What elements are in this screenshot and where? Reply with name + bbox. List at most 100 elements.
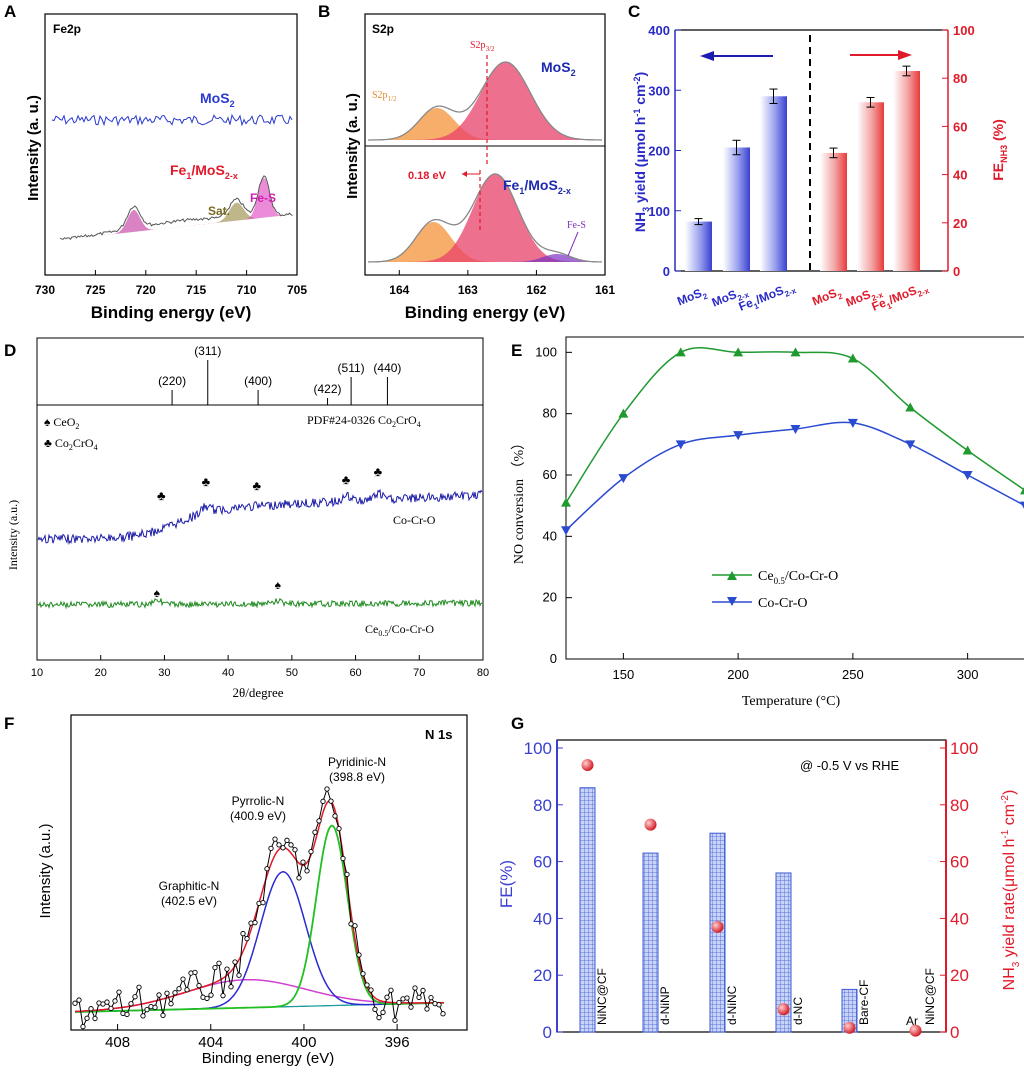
ce-marker bbox=[847, 353, 858, 363]
category-label-sub: 1 bbox=[886, 301, 894, 311]
panel-g-note: @ -0.5 V vs RHE bbox=[800, 758, 899, 773]
trace-label-co-cr-o: Co-Cr-O bbox=[393, 513, 436, 527]
x-tick-label: 60 bbox=[349, 667, 361, 679]
panel-b-frame bbox=[364, 13, 606, 276]
data-point bbox=[152, 1004, 158, 1010]
data-point bbox=[404, 995, 410, 1001]
fe-s-peak-label: Fe-S bbox=[250, 191, 276, 205]
yield-rate-dot bbox=[644, 818, 657, 831]
data-point bbox=[204, 995, 210, 1002]
fe-bar bbox=[820, 152, 847, 271]
fe-envelope bbox=[367, 173, 602, 263]
ce-marker bbox=[905, 402, 916, 412]
panel-g-frame bbox=[556, 739, 947, 1033]
x-tick-label: 396 bbox=[385, 1034, 410, 1051]
panel-d-xlabel: 2θ/degree bbox=[233, 685, 284, 700]
trace-label-ce-co-cr-o: Ce0.5/Co-Cr-O bbox=[365, 622, 434, 638]
panel-d-letter: D bbox=[4, 341, 16, 360]
data-point bbox=[380, 1009, 386, 1016]
y-tick-label: 40 bbox=[543, 528, 557, 543]
panel-f-tag: N 1s bbox=[425, 727, 452, 742]
panel-f-frame bbox=[70, 714, 468, 1031]
x-tick-label: 250 bbox=[842, 667, 864, 682]
y-tick-label: 20 bbox=[543, 590, 557, 605]
panel-f-letter: F bbox=[4, 714, 14, 733]
right-tick-label: 100 bbox=[950, 739, 978, 758]
reference-label: (220) bbox=[158, 374, 186, 388]
panel-e: E 150 200 250 300 0 20 40 60 80 100 Ce0.5/Co-Cr-O… bbox=[511, 336, 1024, 709]
category-label-part: /MoS bbox=[754, 283, 786, 307]
mos2-s2p32-fill bbox=[368, 62, 602, 140]
co-marker bbox=[1020, 501, 1024, 509]
left-tick-label: 40 bbox=[533, 909, 552, 928]
left-tick-label: 0 bbox=[663, 264, 670, 279]
y-tick-label: 80 bbox=[543, 406, 557, 421]
fe-s2p12-fill bbox=[368, 222, 602, 262]
data-point bbox=[424, 1006, 430, 1012]
panel-g-bars: NiNC@CF d-NiNP d-NiNC d-NC Bare-CF NiNC@CF Ar bbox=[579, 759, 937, 1037]
co-cr-o-trace bbox=[37, 488, 483, 546]
panel-a-xlabel: Binding energy (eV) bbox=[91, 303, 252, 322]
co-marker bbox=[962, 471, 973, 480]
x-tick-label: 163 bbox=[458, 283, 478, 297]
category-label-sub: 2-x bbox=[916, 286, 931, 299]
category-label-sub: 2-x bbox=[736, 290, 751, 303]
right-tick-label: 80 bbox=[950, 796, 969, 815]
data-point bbox=[236, 972, 242, 978]
x-tick-label: 40 bbox=[222, 667, 234, 679]
x-tick-label: 162 bbox=[526, 283, 546, 297]
panel-a-x-axis: 730 725 720 715 710 705 bbox=[35, 270, 307, 297]
data-point bbox=[164, 990, 170, 996]
data-point bbox=[304, 868, 310, 874]
category-label: NiNC@CF bbox=[595, 968, 609, 1025]
data-point bbox=[276, 842, 282, 848]
panel-d-frame bbox=[36, 337, 484, 661]
category-label-part: MoS bbox=[810, 286, 839, 308]
category-label-sub: 2-x bbox=[783, 286, 798, 299]
right-tick-label: 80 bbox=[953, 71, 967, 86]
ce-marker bbox=[790, 347, 801, 357]
data-point bbox=[132, 994, 138, 1000]
category-label: d-NiNC bbox=[725, 985, 739, 1025]
co-marker bbox=[675, 440, 686, 450]
graphitic-ev: (402.5 eV) bbox=[161, 894, 217, 908]
panel-g-letter: G bbox=[511, 714, 524, 733]
data-point bbox=[272, 836, 278, 842]
co-marker bbox=[790, 425, 801, 434]
ce-co-cr-o-trace bbox=[37, 597, 483, 610]
pdf-label: PDF#24-0326 Co2CrO4 bbox=[307, 413, 421, 429]
club-icon: ♣ bbox=[44, 436, 55, 450]
ce-marker bbox=[561, 497, 571, 507]
data-point bbox=[292, 847, 298, 853]
data-point bbox=[408, 1004, 414, 1010]
ce-marker bbox=[675, 347, 686, 357]
right-tick-label: 40 bbox=[950, 909, 969, 928]
pyridinic-label: Pyridinic-N bbox=[328, 755, 386, 769]
x-tick-label: 730 bbox=[35, 283, 55, 297]
ce-marker bbox=[618, 408, 629, 418]
raw-data-trace bbox=[74, 787, 444, 1029]
category-label-part: Fe bbox=[870, 295, 889, 313]
panel-b-letter: B bbox=[318, 2, 330, 21]
category-label: MoS2 bbox=[675, 284, 710, 311]
club-marker: ♣ bbox=[342, 472, 351, 487]
co-cr-o-line bbox=[565, 421, 1024, 531]
data-point bbox=[332, 813, 338, 819]
data-point bbox=[428, 994, 434, 1001]
data-point bbox=[228, 984, 234, 990]
left-tick-label: 0 bbox=[543, 1023, 552, 1042]
category-label-part: /MoS bbox=[887, 283, 919, 307]
data-point bbox=[364, 982, 370, 988]
spade-marker: ♠ bbox=[154, 586, 161, 600]
category-label: Fe1/MoS2-x bbox=[870, 279, 931, 317]
data-point bbox=[340, 855, 346, 862]
legend-co-label: Co-Cr-O bbox=[758, 596, 808, 611]
left-tick-label: 300 bbox=[648, 83, 670, 98]
category-label: NiNC@CF bbox=[923, 968, 937, 1025]
reference-label: (511) bbox=[338, 361, 365, 375]
mos2-s2p12-fill bbox=[368, 108, 602, 140]
reference-label: (422) bbox=[314, 382, 342, 396]
data-point bbox=[252, 919, 258, 926]
legend-ce-marker bbox=[727, 571, 737, 580]
data-point bbox=[128, 1001, 134, 1007]
